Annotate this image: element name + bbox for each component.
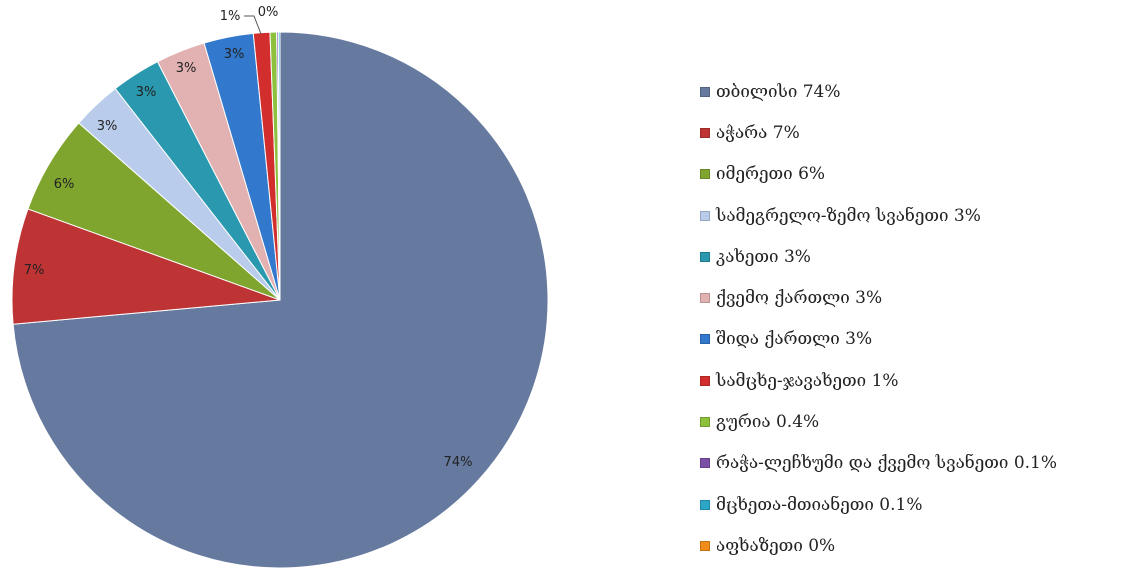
legend-swatch <box>700 499 710 510</box>
chart-legend: თბილისი 74% აჭარა 7% იმერეთი 6% სამეგრელო-ზ… <box>700 71 1120 567</box>
legend-label: თბილისი 74% <box>716 81 841 102</box>
legend-swatch <box>700 86 710 97</box>
legend-swatch <box>700 169 710 180</box>
legend-swatch <box>700 417 710 428</box>
legend-label: აჭარა 7% <box>716 122 800 143</box>
legend-label: ქვემო ქართლი 3% <box>716 288 883 309</box>
pie-data-labels: 74% 7% 6% 3% 3% 3% 3% 1% 0% <box>24 5 473 470</box>
pie-slice-2 <box>11 208 281 325</box>
legend-item: თბილისი 74% <box>700 71 1120 112</box>
pie-data-label-1: 74% <box>444 455 473 470</box>
pie-data-label-5: 3% <box>136 85 157 100</box>
legend-swatch <box>700 334 710 345</box>
legend-swatch <box>700 458 710 469</box>
legend-swatch <box>700 293 710 304</box>
legend-item: სამცხე-ჯავახეთი 1% <box>700 360 1120 401</box>
pie-data-label-8: 1% <box>220 9 241 24</box>
legend-item: ქვემო ქართლი 3% <box>700 277 1120 318</box>
legend-label: აფხაზეთი 0% <box>716 535 836 556</box>
legend-label: რაჭა-ლეჩხუმი და ქვემო სვანეთი 0.1% <box>716 453 1058 474</box>
legend-swatch <box>700 251 710 262</box>
legend-label: იმერეთი 6% <box>716 164 826 185</box>
legend-item: აფხაზეთი 0% <box>700 525 1120 566</box>
pie-chart: 74% 7% 6% 3% 3% 3% 3% 1% 0% <box>11 5 549 569</box>
pie-slice-1 <box>12 31 549 569</box>
legend-item: იმერეთი 6% <box>700 154 1120 195</box>
legend-label: შიდა ქართლი 3% <box>716 329 873 350</box>
legend-item: გურია 0.4% <box>700 401 1120 442</box>
pie-data-label-4: 3% <box>97 119 118 134</box>
leader-line <box>244 15 262 35</box>
pie-slices <box>11 31 549 569</box>
legend-item: მცხეთა-მთიანეთი 0.1% <box>700 484 1120 525</box>
legend-label: სამცხე-ჯავახეთი 1% <box>716 370 899 391</box>
legend-label: გურია 0.4% <box>716 412 820 433</box>
legend-item: სამეგრელო-ზემო სვანეთი 3% <box>700 195 1120 236</box>
pie-data-label-2: 7% <box>24 263 45 278</box>
legend-item: კახეთი 3% <box>700 236 1120 277</box>
legend-swatch <box>700 210 710 221</box>
legend-label: სამეგრელო-ზემო სვანეთი 3% <box>716 205 981 226</box>
pie-data-label-7: 3% <box>224 47 245 62</box>
legend-item: რაჭა-ლეჩხუმი და ქვემო სვანეთი 0.1% <box>700 443 1120 484</box>
pie-data-label-3: 6% <box>54 177 75 192</box>
legend-swatch <box>700 540 710 551</box>
pie-data-label-6: 3% <box>176 61 197 76</box>
pie-data-label-9: 0% <box>258 5 279 20</box>
legend-item: შიდა ქართლი 3% <box>700 319 1120 360</box>
legend-swatch <box>700 127 710 138</box>
legend-item: აჭარა 7% <box>700 112 1120 153</box>
legend-swatch <box>700 375 710 386</box>
legend-label: კახეთი 3% <box>716 246 811 267</box>
legend-label: მცხეთა-მთიანეთი 0.1% <box>716 494 923 515</box>
